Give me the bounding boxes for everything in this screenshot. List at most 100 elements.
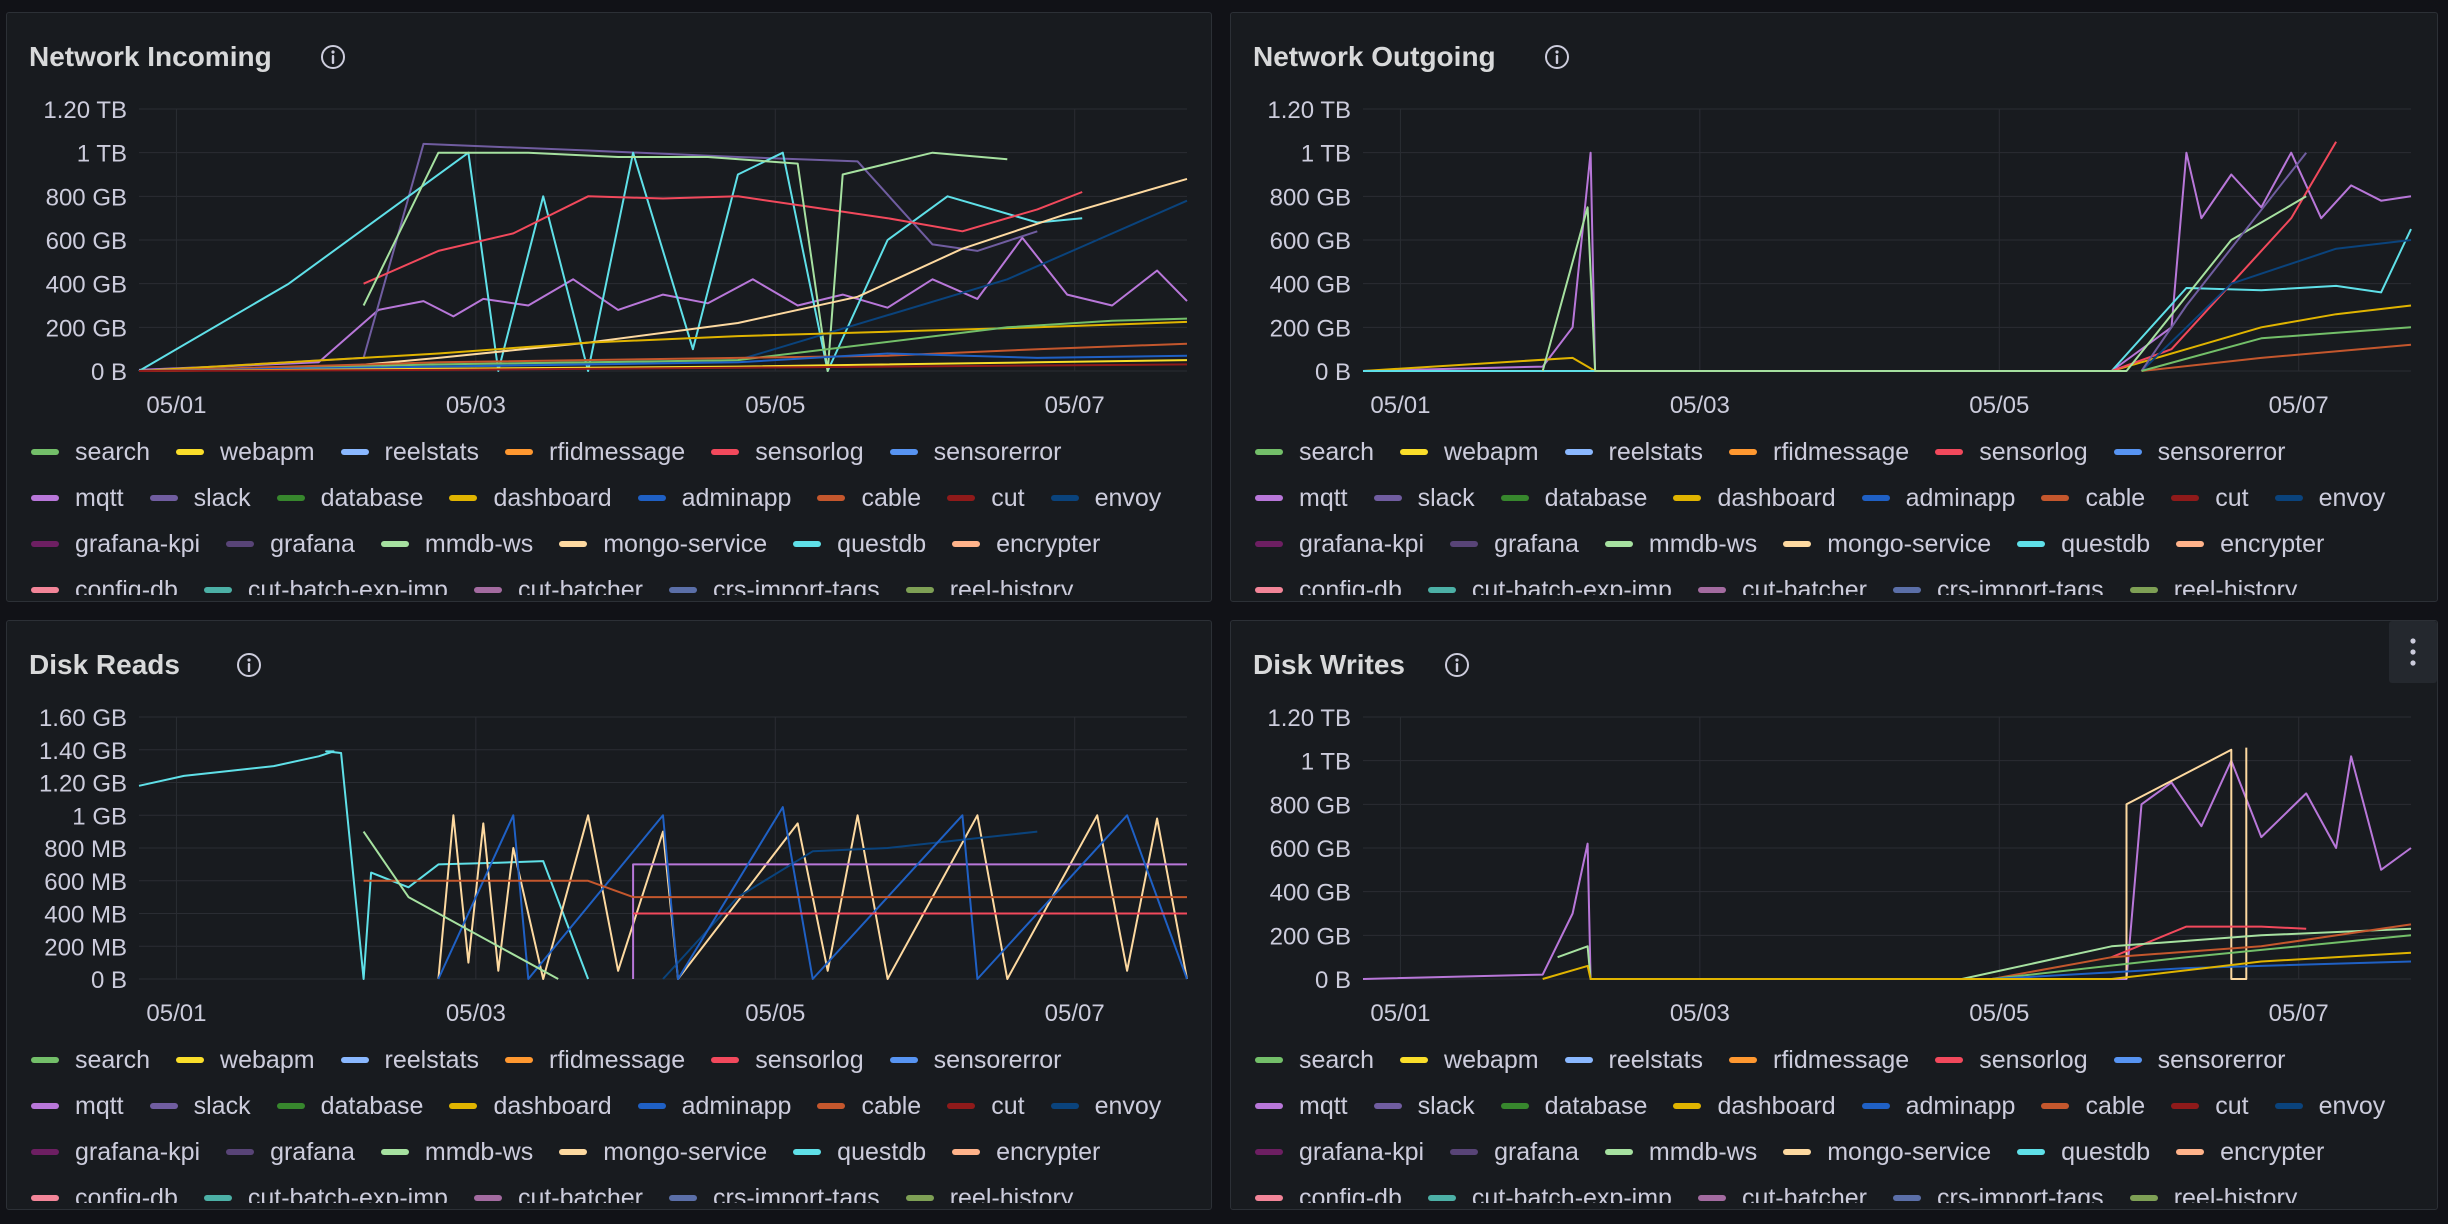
legend-item-grafana[interactable]: grafana bbox=[1450, 527, 1579, 561]
legend-item-sensorerror[interactable]: sensorerror bbox=[889, 435, 1061, 469]
legend-item-slack[interactable]: slack bbox=[1373, 1089, 1475, 1123]
legend-item-envoy[interactable]: envoy bbox=[1050, 1089, 1161, 1123]
legend-item-config-db[interactable]: config-db bbox=[31, 1181, 178, 1203]
legend-item-rfidmessage[interactable]: rfidmessage bbox=[1729, 435, 1909, 469]
series-line-cable[interactable] bbox=[138, 342, 1188, 372]
legend-item-dashboard[interactable]: dashboard bbox=[1673, 1089, 1836, 1123]
legend-item-reelstats[interactable]: reelstats bbox=[340, 435, 479, 469]
legend-item-grafana-kpi[interactable]: grafana-kpi bbox=[1255, 1135, 1424, 1169]
series-line-dashboard[interactable] bbox=[138, 320, 1188, 372]
series-line-mqtt[interactable] bbox=[1362, 151, 2412, 372]
legend-item-mqtt[interactable]: mqtt bbox=[31, 1089, 124, 1123]
legend-item-mongo-service[interactable]: mongo-service bbox=[1783, 1135, 1991, 1169]
legend-item-dashboard[interactable]: dashboard bbox=[449, 1089, 612, 1123]
legend-item-sensorlog[interactable]: sensorlog bbox=[1935, 1043, 2088, 1077]
legend-item-sensorerror[interactable]: sensorerror bbox=[2113, 435, 2285, 469]
series-line-cable[interactable] bbox=[363, 879, 1187, 899]
legend-item-cut[interactable]: cut bbox=[947, 1089, 1025, 1123]
series-line-questdb[interactable] bbox=[1363, 228, 2412, 372]
series-line-slack[interactable] bbox=[2140, 152, 2307, 372]
legend-item-mqtt[interactable]: mqtt bbox=[1255, 481, 1348, 515]
series-line-sensorlog[interactable] bbox=[2111, 925, 2307, 959]
series-line-mmdb-ws[interactable] bbox=[362, 151, 1008, 372]
legend-item-database[interactable]: database bbox=[1500, 481, 1647, 515]
legend-item-dashboard[interactable]: dashboard bbox=[449, 481, 612, 515]
legend-item-grafana-kpi[interactable]: grafana-kpi bbox=[31, 1135, 200, 1169]
legend-item-config-db[interactable]: config-db bbox=[1255, 573, 1402, 595]
info-icon[interactable] bbox=[1443, 651, 1471, 679]
legend-item-mmdb-ws[interactable]: mmdb-ws bbox=[380, 1135, 533, 1169]
legend-item-cut-batch-exp-imp[interactable]: cut-batch-exp-imp bbox=[1427, 1181, 1672, 1203]
panel-menu-button[interactable] bbox=[2389, 621, 2437, 683]
legend-item-rfidmessage[interactable]: rfidmessage bbox=[1729, 1043, 1909, 1077]
legend-item-encrypter[interactable]: encrypter bbox=[952, 1135, 1100, 1169]
legend-item-adminapp[interactable]: adminapp bbox=[1861, 1089, 2015, 1123]
legend-item-sensorlog[interactable]: sensorlog bbox=[711, 1043, 864, 1077]
series-line-mqtt[interactable] bbox=[632, 863, 1187, 979]
legend-item-mongo-service[interactable]: mongo-service bbox=[559, 527, 767, 561]
legend-item-reel-history[interactable]: reel-history bbox=[905, 573, 1073, 595]
legend-item-grafana-kpi[interactable]: grafana-kpi bbox=[31, 527, 200, 561]
legend-item-cut-batcher[interactable]: cut-batcher bbox=[473, 573, 643, 595]
legend-item-envoy[interactable]: envoy bbox=[2274, 481, 2385, 515]
info-icon[interactable] bbox=[1543, 43, 1571, 71]
legend-item-envoy[interactable]: envoy bbox=[1050, 481, 1161, 515]
legend-item-grafana[interactable]: grafana bbox=[1450, 1135, 1579, 1169]
legend-item-grafana[interactable]: grafana bbox=[226, 1135, 355, 1169]
legend-item-search[interactable]: search bbox=[31, 435, 150, 469]
legend-item-database[interactable]: database bbox=[276, 481, 423, 515]
legend-item-slack[interactable]: slack bbox=[1373, 481, 1475, 515]
legend-item-reel-history[interactable]: reel-history bbox=[2129, 573, 2297, 595]
chart-disk-writes[interactable]: 0 B 200 GB 400 GB 600 GB 800 GB 1 TB 1.20 TB 05… bbox=[1231, 621, 2438, 1031]
legend-item-slack[interactable]: slack bbox=[149, 481, 251, 515]
legend-item-cable[interactable]: cable bbox=[2041, 1089, 2145, 1123]
legend-item-cut-batch-exp-imp[interactable]: cut-batch-exp-imp bbox=[1427, 573, 1672, 595]
legend-item-mmdb-ws[interactable]: mmdb-ws bbox=[380, 527, 533, 561]
legend-item-encrypter[interactable]: encrypter bbox=[2176, 527, 2324, 561]
series-line-adminapp[interactable] bbox=[437, 806, 1188, 980]
chart-disk-reads[interactable]: 0 B 200 MB 400 MB 600 MB 800 MB 1 GB 1.20 GB 1.… bbox=[7, 621, 1212, 1031]
legend-item-cut-batcher[interactable]: cut-batcher bbox=[473, 1181, 643, 1203]
legend-item-adminapp[interactable]: adminapp bbox=[1861, 481, 2015, 515]
legend-item-sensorerror[interactable]: sensorerror bbox=[889, 1043, 1061, 1077]
legend-item-reel-history[interactable]: reel-history bbox=[2129, 1181, 2297, 1203]
legend-item-cut[interactable]: cut bbox=[2171, 1089, 2249, 1123]
panel-header[interactable]: Disk Reads bbox=[7, 621, 1211, 691]
legend-item-sensorlog[interactable]: sensorlog bbox=[711, 435, 864, 469]
legend-item-reelstats[interactable]: reelstats bbox=[1564, 1043, 1703, 1077]
legend-item-encrypter[interactable]: encrypter bbox=[952, 527, 1100, 561]
legend-item-search[interactable]: search bbox=[1255, 1043, 1374, 1077]
legend-item-reel-history[interactable]: reel-history bbox=[905, 1181, 1073, 1203]
chart-network-outgoing[interactable]: 0 B 200 GB 400 GB 600 GB 800 GB 1 TB 1.20 TB 05… bbox=[1231, 13, 2438, 423]
info-icon[interactable] bbox=[319, 43, 347, 71]
series-line-cut[interactable] bbox=[138, 363, 1188, 372]
series-line-search[interactable] bbox=[1991, 934, 2412, 980]
legend-item-config-db[interactable]: config-db bbox=[1255, 1181, 1402, 1203]
series-line-questdb[interactable] bbox=[138, 750, 590, 980]
info-icon[interactable] bbox=[235, 651, 263, 679]
legend-item-dashboard[interactable]: dashboard bbox=[1673, 481, 1836, 515]
legend-item-adminapp[interactable]: adminapp bbox=[637, 1089, 791, 1123]
series-line-cable[interactable] bbox=[1991, 923, 2412, 980]
legend-item-questdb[interactable]: questdb bbox=[793, 527, 926, 561]
legend-item-crs-import-tags[interactable]: crs-import-tags bbox=[669, 1181, 880, 1203]
legend-item-webapm[interactable]: webapm bbox=[176, 1043, 315, 1077]
series-line-questdb[interactable] bbox=[138, 151, 1083, 372]
legend-item-cut-batcher[interactable]: cut-batcher bbox=[1697, 573, 1867, 595]
legend-item-search[interactable]: search bbox=[31, 1043, 150, 1077]
legend-item-webapm[interactable]: webapm bbox=[1400, 1043, 1539, 1077]
legend-item-crs-import-tags[interactable]: crs-import-tags bbox=[1893, 573, 2104, 595]
legend-item-encrypter[interactable]: encrypter bbox=[2176, 1135, 2324, 1169]
legend-item-cable[interactable]: cable bbox=[2041, 481, 2145, 515]
legend-item-slack[interactable]: slack bbox=[149, 1089, 251, 1123]
legend-item-database[interactable]: database bbox=[276, 1089, 423, 1123]
legend-item-cut-batch-exp-imp[interactable]: cut-batch-exp-imp bbox=[203, 573, 448, 595]
legend-item-crs-import-tags[interactable]: crs-import-tags bbox=[1893, 1181, 2104, 1203]
series-line-adminapp[interactable] bbox=[1991, 960, 2412, 980]
legend-item-questdb[interactable]: questdb bbox=[2017, 1135, 2150, 1169]
legend-item-cut[interactable]: cut bbox=[947, 481, 1025, 515]
legend-item-cable[interactable]: cable bbox=[817, 481, 921, 515]
series-line-mongo-service[interactable] bbox=[138, 177, 1188, 372]
legend-item-sensorlog[interactable]: sensorlog bbox=[1935, 435, 2088, 469]
legend-item-webapm[interactable]: webapm bbox=[176, 435, 315, 469]
